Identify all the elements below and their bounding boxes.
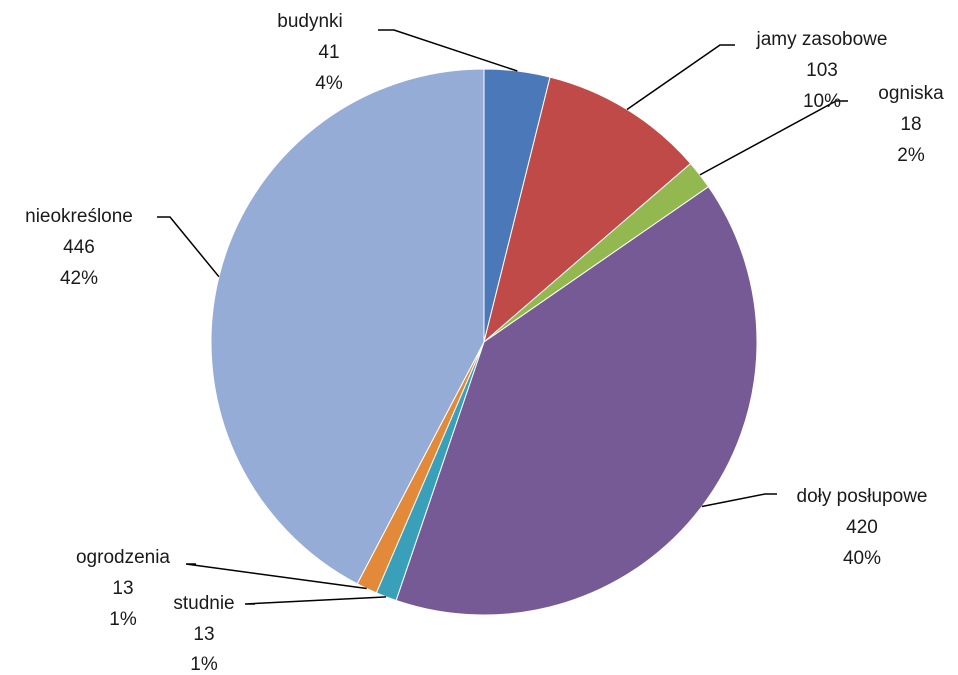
label-ogrodzenia-value: 13 — [112, 578, 133, 599]
pie-slices — [210, 68, 758, 616]
pie-slice-jamy — [483, 76, 692, 344]
label-ogniska-percent: 2% — [897, 145, 925, 166]
leader-line-doly — [701, 493, 777, 508]
leader-lines — [157, 29, 848, 605]
label-ogniska-value: 18 — [900, 114, 921, 135]
label-jamy-name: jamy zasobowe — [756, 29, 888, 50]
label-budynki-percent: 4% — [315, 73, 343, 94]
label-nieokreslone-name: nieokreślone — [25, 206, 133, 227]
label-doly-name: doły posłupowe — [797, 486, 928, 507]
leader-line-studnie — [244, 596, 387, 605]
leader-line-jamy — [626, 44, 735, 111]
label-ogniska-name: ogniska — [878, 83, 944, 104]
label-budynki-name: budynki — [277, 11, 343, 32]
label-doly-value: 420 — [846, 517, 878, 538]
label-studnie-name: studnie — [173, 593, 234, 614]
label-studnie-value: 13 — [193, 624, 214, 645]
label-studnie-percent: 1% — [190, 654, 218, 675]
leader-line-nieokreslone — [157, 216, 220, 278]
leader-line-ogrodzenia — [185, 563, 367, 590]
pie-slice-doly — [395, 186, 758, 616]
label-ogrodzenia-name: ogrodzenia — [76, 547, 170, 568]
leader-line-budynki — [378, 29, 518, 72]
label-nieokreslone-percent: 42% — [60, 268, 98, 289]
pie-slice-nieokreslone — [210, 68, 485, 585]
label-ogrodzenia-percent: 1% — [109, 609, 137, 630]
label-doly-percent: 40% — [843, 548, 881, 569]
label-jamy-percent: 10% — [803, 91, 841, 112]
label-nieokreslone-value: 446 — [63, 237, 95, 258]
label-jamy-value: 103 — [806, 60, 838, 81]
leader-line-ogniska — [699, 100, 848, 176]
label-budynki-value: 41 — [318, 42, 339, 63]
